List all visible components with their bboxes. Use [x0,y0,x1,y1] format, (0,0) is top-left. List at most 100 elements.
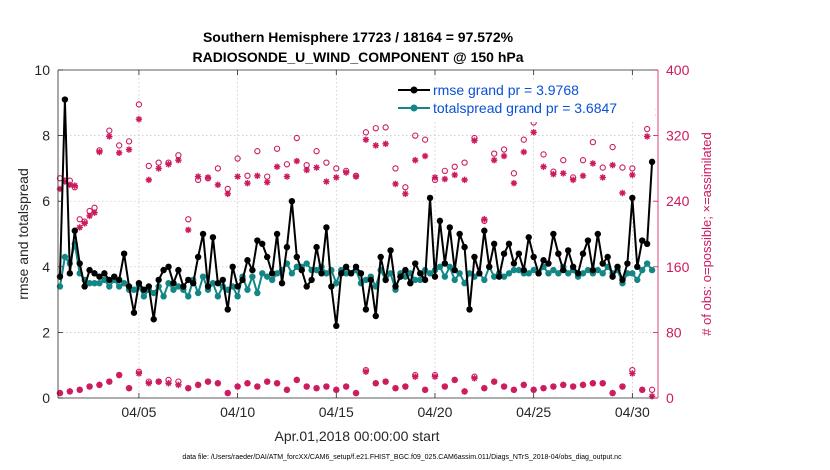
rmse-point [500,250,508,257]
obs-possible-marker [510,170,518,177]
obs-assimilated-marker-low-glyph [86,383,93,390]
rmse-point [86,266,93,274]
obs-assimilated-marker-low-glyph [155,378,162,385]
x-tick-label: 04/25 [516,404,551,420]
obs-assimilated-marker [500,152,508,160]
legend-rmse-label: rmse grand pr = 3.9768 [433,82,579,98]
totalspread-point [61,253,69,261]
obs-assimilated-marker-glyph [56,185,64,193]
totalspread-point [461,280,468,287]
obs-assimilated-marker-low-glyph [115,371,123,379]
x-axis-label: Apr.01,2018 00:00:00 start [274,428,439,444]
rmse-point [510,260,518,267]
obs-assimilated-marker [244,179,251,187]
totalspread-point [140,293,148,300]
obs-assimilated-marker-low [648,393,656,400]
rmse-point [180,283,187,290]
obs-assimilated-marker [125,146,133,153]
obs-assimilated-marker-low-glyph [303,383,310,390]
obs-assimilated-marker-glyph [293,157,301,165]
obs-assimilated-marker-low [402,383,409,390]
obs-assimilated-marker-low [550,383,557,390]
obs-assimilated-marker-low [115,371,123,379]
y-tick-label: 6 [42,193,50,209]
data-file-footer: data file: /Users/raeder/DAI/ATM_forcXX/… [182,454,622,461]
obs-possible-marker [145,162,152,170]
obs-assimilated-marker-low [96,381,103,389]
obs-assimilated-marker [589,160,597,167]
obs-assimilated-marker-low-glyph [550,383,557,390]
totalspread-point [249,273,256,280]
legend-box [393,80,655,122]
obs-possible-marker [451,163,458,170]
obs-assimilated-marker-glyph [619,189,626,197]
obs-assimilated-marker [530,129,537,136]
rmse-point [624,260,631,267]
obs-assimilated-marker-low-glyph [254,383,261,390]
totalspread-point [313,266,320,274]
obs-assimilated-marker [56,185,64,193]
obs-assimilated-marker-glyph [115,149,123,157]
obs-assimilated-marker-low [500,383,508,390]
x-tick-label: 04/10 [220,404,255,420]
obs-assimilated-marker-glyph [244,179,251,187]
totalspread-point [525,270,532,277]
rmse-point [175,266,182,274]
totalspread-point [106,283,113,290]
rmse-point [96,273,103,280]
obs-possible-marker [589,139,597,146]
legend-rmse-marker [410,86,418,94]
obs-assimilated-marker-low-glyph [451,376,458,384]
rmse-point [150,316,157,323]
obs-assimilated-marker-glyph [441,175,449,183]
totalspread-point [579,270,587,277]
obs-assimilated-marker-glyph [560,170,567,177]
totalspread-point [584,266,592,274]
obs-assimilated-marker-low [412,373,419,380]
rmse-point [313,243,320,251]
obs-assimilated-marker-glyph [382,140,389,147]
rmse-point [416,270,424,277]
obs-possible-marker [214,165,222,172]
obs-assimilated-marker-low [421,386,429,393]
obs-assimilated-marker-low-glyph [412,373,419,380]
obs-assimilated-marker-low [313,384,320,392]
obs-assimilated-marker-low [342,383,350,390]
obs-possible-marker [116,142,123,149]
obs-assimilated-marker-glyph [431,174,439,181]
rmse-point [461,243,468,251]
obs-assimilated-marker [431,174,439,181]
legend-spread-label: totalspread grand pr = 3.6847 [433,100,617,116]
rmse-point [431,273,439,280]
rmse-point [199,230,207,238]
obs-assimilated-marker [510,179,518,187]
obs-assimilated-marker [550,170,557,178]
totalspread-point [185,293,192,300]
rmse-point [382,276,389,284]
obs-assimilated-marker-glyph [471,137,478,144]
obs-assimilated-marker-low [165,380,172,387]
rmse-point [298,266,305,274]
x-tick-label: 04/15 [319,404,354,420]
obs-assimilated-marker-low-glyph [441,383,449,390]
obs-assimilated-marker-glyph [461,176,468,184]
obs-assimilated-marker [342,169,350,176]
obs-assimilated-marker-low-glyph [273,380,281,387]
obs-assimilated-marker-low-glyph [629,370,636,377]
totalspread-point [194,289,202,297]
rmse-point [288,198,296,205]
obs-assimilated-marker-low [540,384,547,392]
totalspread-point [555,270,562,277]
obs-assimilated-marker [382,140,389,147]
obs-possible-marker [76,216,83,223]
totalspread-point [564,270,572,277]
obs-assimilated-marker-low [451,376,458,384]
obs-assimilated-marker [392,180,399,188]
obs-assimilated-marker-low [135,370,143,377]
obs-assimilated-marker-low-glyph [224,389,231,397]
totalspread-point [160,293,167,300]
rmse-point [456,230,463,238]
obs-count-layer [56,92,656,400]
rmse-point [338,270,345,277]
rmse-point [249,266,256,274]
